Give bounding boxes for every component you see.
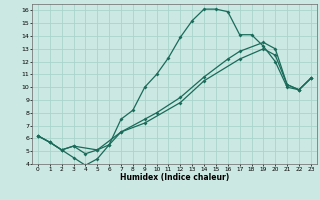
X-axis label: Humidex (Indice chaleur): Humidex (Indice chaleur) [120,173,229,182]
